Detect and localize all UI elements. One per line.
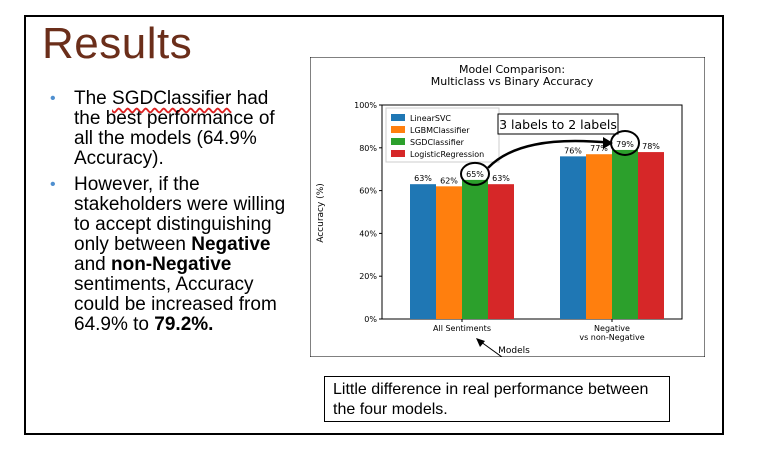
x-tick-label: All Sentiments [433,324,491,333]
y-tick-label: 20% [359,272,377,281]
legend-label: LogisticRegression [410,150,484,159]
bar-chart: Model Comparison: Multiclass vs Binary A… [310,57,705,357]
callout-box [497,113,619,135]
bullet-text: sentiments, Accuracy could be increased … [74,274,277,335]
chart-subtitle: Multiclass vs Binary Accuracy [431,75,594,88]
x-tick-label: vs non-Negative [579,333,644,342]
bar-value-label: 62% [440,176,458,185]
bar-value-label: 63% [492,174,510,183]
bar-value-label: 78% [642,142,660,151]
bars-group: 63% 62% 65% 63% 76% 77% 79% 78% [410,140,664,319]
legend-swatch [391,126,405,133]
bar [488,184,514,319]
bar-value-label: 63% [414,174,432,183]
legend-swatch [391,114,405,121]
bullet-text: However, if the stakeholders were willin… [74,174,286,255]
legend-label: LGBMClassifier [410,126,470,135]
bar [612,149,638,319]
y-tick-label: 60% [359,187,377,196]
legend-label: SGDClassifier [410,138,465,147]
y-tick-label: 40% [359,229,377,238]
bar-value-label: 77% [590,144,608,153]
bar [462,179,488,319]
bar-value-label: 65% [466,170,484,179]
bullet-item: • The SGDClassifier had the best perform… [46,89,296,169]
plot-border [381,104,683,320]
bar-value-label: 79% [616,140,634,149]
model-name: SGDClassifier [112,88,232,109]
bar [586,154,612,319]
bullet-dot-icon: • [50,90,56,107]
legend-label: LinearSVC [410,114,451,123]
slide-title: Results [42,19,193,68]
y-axis-label: Accuracy (%) [316,183,326,243]
bold-non-negative: non-Negative [110,254,232,275]
arrow-curve [487,139,612,169]
plot-area: 0% 20% 40% 60% 80% 100% All Sentiments Negative… [354,101,683,342]
y-tick-label: 80% [359,144,377,153]
x-axis-label: Models [498,346,530,356]
y-tick-label: 100% [354,101,377,110]
legend-swatch [391,138,405,145]
highlight-circle [460,161,490,186]
y-tick-label: 0% [364,315,377,324]
bullet-text: The [74,88,113,109]
bar [410,184,436,319]
note-pointer-line [476,338,503,357]
callout: 3 labels to 2 labels [497,113,619,135]
note-pointer-head [476,338,485,347]
bullet-list: • The SGDClassifier had the best perform… [46,89,296,341]
bold-accuracy: 79.2%. [154,314,214,335]
callout-text: 3 labels to 2 labels [499,117,617,132]
x-tick-label: Negative [594,324,630,333]
chart-title: Model Comparison: [459,63,565,76]
legend-swatch [391,150,405,157]
slide: Results • The SGDClassifier had the best… [24,15,724,435]
bold-negative: Negative [191,234,271,255]
bullet-item: • However, if the stakeholders were will… [46,175,296,335]
bullet-text: and [74,254,111,275]
bar [560,156,586,319]
annotations [460,129,640,357]
note-box: Little difference in real performance be… [324,376,670,422]
legend: LinearSVC LGBMClassifier SGDClassifier Logi… [385,107,500,163]
arrow-head [603,136,613,149]
bullet-text: had the best performance of all the mode… [74,88,275,169]
bar [638,152,664,319]
bullet-dot-icon: • [50,176,56,193]
bar [436,186,462,319]
bar-value-label: 76% [564,146,582,155]
